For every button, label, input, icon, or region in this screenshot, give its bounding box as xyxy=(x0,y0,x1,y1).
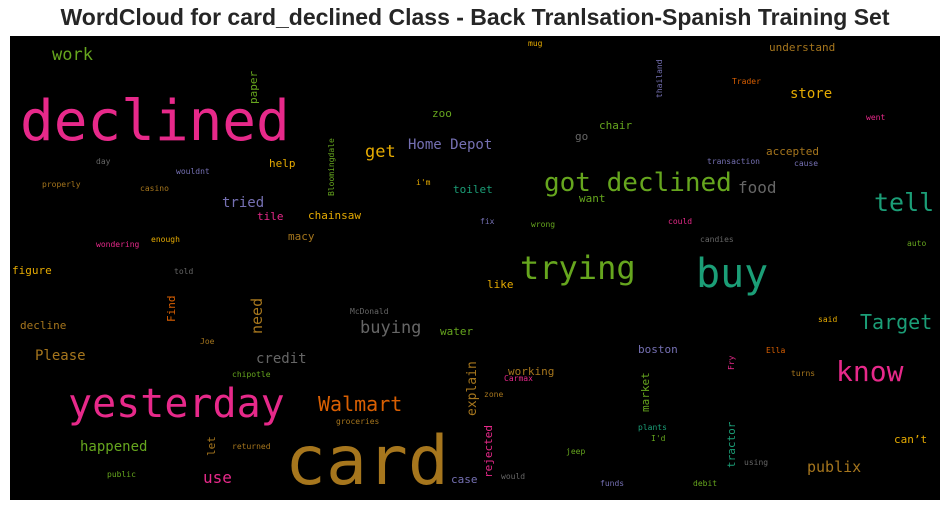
word: zone xyxy=(484,390,504,399)
word: boston xyxy=(638,343,678,356)
word: Find xyxy=(165,295,178,323)
word: tractor xyxy=(725,421,738,468)
word: Home Depot xyxy=(408,137,493,153)
word: tried xyxy=(222,195,265,211)
word: cause xyxy=(794,159,819,168)
word: know xyxy=(836,355,904,388)
word: tell xyxy=(874,188,935,217)
word: let xyxy=(205,436,218,456)
word: public xyxy=(107,470,136,479)
word: enough xyxy=(151,235,180,244)
wordcloud-title: WordCloud for card_declined Class - Back… xyxy=(60,4,890,30)
word: chair xyxy=(599,119,633,132)
word: could xyxy=(668,217,693,226)
word: decline xyxy=(20,319,67,332)
word: accepted xyxy=(766,145,819,158)
word: like xyxy=(487,278,514,291)
word: store xyxy=(790,86,833,102)
word: toilet xyxy=(453,183,493,196)
word: yesterday xyxy=(68,381,285,427)
word: case xyxy=(451,473,478,486)
wordcloud-canvas: card declined yesterday buy trying got d… xyxy=(10,36,940,500)
word: mug xyxy=(528,39,543,48)
word: auto xyxy=(907,239,927,248)
word: properly xyxy=(42,180,81,189)
word: rejected xyxy=(482,425,495,478)
word: working xyxy=(508,365,555,378)
word: Walmart xyxy=(318,392,403,416)
word: zoo xyxy=(432,107,452,120)
word: chainsaw xyxy=(308,209,361,222)
word: happened xyxy=(80,439,148,455)
word: need xyxy=(248,297,266,334)
word: want xyxy=(579,192,606,205)
word: would xyxy=(501,472,526,481)
word: turns xyxy=(791,369,816,378)
word: market xyxy=(639,372,652,412)
word: funds xyxy=(600,479,625,488)
word: get xyxy=(365,142,396,162)
word: candies xyxy=(700,235,734,244)
word: water xyxy=(440,325,474,338)
word: explain xyxy=(465,361,480,416)
word: said xyxy=(818,315,838,324)
word: fix xyxy=(480,217,495,226)
word: Target xyxy=(860,310,933,334)
word: Trader xyxy=(732,77,761,86)
word: food xyxy=(738,178,777,197)
word: wouldnt xyxy=(176,167,210,176)
word: tile xyxy=(257,210,284,223)
word: work xyxy=(52,45,93,65)
word: got declined xyxy=(544,168,732,198)
word: thailand xyxy=(655,59,664,98)
word: card xyxy=(285,422,449,500)
word: i'm xyxy=(416,178,431,187)
word: debit xyxy=(693,479,718,488)
word: casino xyxy=(140,184,169,193)
word: help xyxy=(269,157,296,170)
word: paper xyxy=(247,70,260,104)
word: Joe xyxy=(200,337,215,346)
word: plants xyxy=(638,423,667,432)
word: buy xyxy=(696,251,769,297)
word: go xyxy=(575,130,589,143)
word: Carmax xyxy=(504,374,533,383)
word: use xyxy=(203,468,232,487)
word: figure xyxy=(12,264,52,277)
word: wondering xyxy=(96,240,140,249)
word: Fry xyxy=(727,355,736,370)
word: Ella xyxy=(766,346,786,355)
word: day xyxy=(96,157,111,166)
word: understand xyxy=(769,41,836,54)
word: buying xyxy=(360,318,422,338)
word: publix xyxy=(807,458,862,476)
word: macy xyxy=(288,230,315,243)
word: credit xyxy=(256,351,307,367)
word: went xyxy=(866,113,886,122)
word: told xyxy=(174,267,194,276)
word: declined xyxy=(20,89,290,154)
word: transaction xyxy=(707,157,760,166)
word: wrong xyxy=(531,220,556,229)
word: trying xyxy=(520,249,636,287)
word: Please xyxy=(35,348,86,364)
word: can’t xyxy=(894,433,928,446)
word: jeep xyxy=(566,447,586,456)
word: Bloomingdale xyxy=(327,138,336,196)
word: returned xyxy=(232,442,271,451)
word: chipotle xyxy=(232,370,271,379)
word: using xyxy=(744,458,769,467)
word: groceries xyxy=(336,417,380,426)
word: I'd xyxy=(651,434,666,443)
word: McDonald xyxy=(350,307,389,316)
